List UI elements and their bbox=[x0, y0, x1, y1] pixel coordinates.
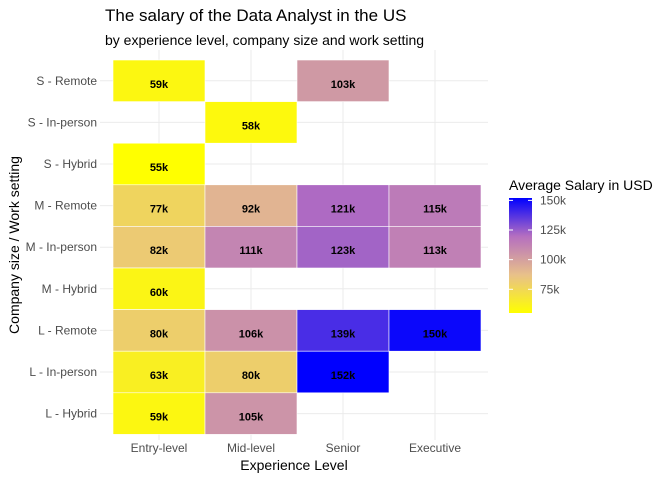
value-label-m-remote-executive: 115k bbox=[423, 204, 448, 216]
legend-colorbar bbox=[509, 198, 532, 313]
y-tick-label-s-hybrid: S - Hybrid bbox=[44, 157, 97, 171]
tile-s-remote-entry-level bbox=[112, 59, 206, 102]
tile-m-remote-senior bbox=[296, 184, 390, 227]
x-tick-label-entry-level: Entry-level bbox=[131, 441, 188, 455]
value-label-l-in-person-entry-level: 63k bbox=[150, 370, 169, 382]
y-tick-label-m-hybrid: M - Hybrid bbox=[42, 282, 97, 296]
tile-m-in-person-senior bbox=[296, 226, 390, 269]
value-label-s-in-person-mid-level: 58k bbox=[242, 120, 261, 132]
y-tick-label-l-hybrid: L - Hybrid bbox=[45, 407, 97, 421]
y-tick-label-s-remote: S - Remote bbox=[36, 74, 97, 88]
value-label-m-in-person-senior: 123k bbox=[331, 245, 356, 257]
legend-tick-label-150k: 150k bbox=[540, 193, 567, 207]
tile-s-in-person-mid-level bbox=[204, 101, 298, 144]
tile-l-remote-executive bbox=[388, 309, 482, 352]
value-label-m-in-person-executive: 113k bbox=[423, 245, 448, 257]
tile-m-remote-executive bbox=[388, 184, 482, 227]
x-axis-title: Experience Level bbox=[240, 457, 347, 473]
value-label-l-remote-senior: 139k bbox=[331, 328, 356, 340]
value-label-m-hybrid-entry-level: 60k bbox=[150, 287, 169, 299]
value-label-s-remote-senior: 103k bbox=[331, 79, 356, 91]
tile-m-in-person-mid-level bbox=[204, 226, 298, 269]
tile-s-hybrid-entry-level bbox=[112, 142, 206, 186]
legend-title: Average Salary in USD bbox=[509, 177, 653, 193]
tile-l-hybrid-mid-level bbox=[204, 392, 298, 435]
value-label-s-remote-entry-level: 59k bbox=[150, 79, 169, 91]
tile-l-remote-mid-level bbox=[204, 309, 298, 352]
value-label-m-remote-senior: 121k bbox=[331, 204, 356, 216]
tile-m-in-person-executive bbox=[388, 226, 482, 269]
tile-l-in-person-mid-level bbox=[204, 350, 298, 394]
chart-title: The salary of the Data Analyst in the US bbox=[105, 6, 407, 25]
value-label-s-hybrid-entry-level: 55k bbox=[150, 162, 169, 174]
y-axis-title: Company size / Work setting bbox=[6, 156, 22, 334]
value-label-m-remote-entry-level: 77k bbox=[150, 204, 169, 216]
tile-m-hybrid-entry-level bbox=[112, 267, 206, 310]
legend-tick-label-100k: 100k bbox=[540, 253, 567, 267]
value-label-l-hybrid-mid-level: 105k bbox=[239, 412, 264, 424]
y-tick-label-s-in-person: S - In-person bbox=[28, 115, 97, 129]
tile-l-hybrid-entry-level bbox=[112, 392, 206, 435]
tile-m-remote-mid-level bbox=[204, 184, 298, 227]
x-tick-label-mid-level: Mid-level bbox=[227, 441, 275, 455]
value-label-l-remote-executive: 150k bbox=[423, 328, 448, 340]
x-tick-label-senior: Senior bbox=[326, 441, 361, 455]
legend-tick-label-75k: 75k bbox=[540, 282, 560, 296]
tile-l-remote-senior bbox=[296, 309, 390, 352]
tile-l-in-person-senior bbox=[296, 350, 390, 394]
value-label-m-remote-mid-level: 92k bbox=[242, 204, 261, 216]
legend-tick-label-125k: 125k bbox=[540, 223, 567, 237]
y-tick-label-l-remote: L - Remote bbox=[38, 323, 97, 337]
value-label-l-hybrid-entry-level: 59k bbox=[150, 412, 169, 424]
chart-subtitle: by experience level, company size and wo… bbox=[105, 32, 425, 48]
tile-s-remote-senior bbox=[296, 59, 390, 102]
value-label-l-remote-entry-level: 80k bbox=[150, 328, 169, 340]
y-tick-label-m-remote: M - Remote bbox=[34, 199, 97, 213]
tile-l-in-person-entry-level bbox=[112, 350, 206, 394]
y-tick-label-m-in-person: M - In-person bbox=[26, 240, 97, 254]
x-tick-label-executive: Executive bbox=[409, 441, 461, 455]
y-tick-label-l-in-person: L - In-person bbox=[29, 365, 97, 379]
value-label-m-in-person-entry-level: 82k bbox=[150, 245, 169, 257]
value-label-l-in-person-senior: 152k bbox=[331, 370, 356, 382]
value-label-l-in-person-mid-level: 80k bbox=[242, 370, 261, 382]
value-label-l-remote-mid-level: 106k bbox=[239, 328, 264, 340]
value-label-m-in-person-mid-level: 111k bbox=[239, 245, 263, 257]
tile-l-remote-entry-level bbox=[112, 309, 206, 352]
